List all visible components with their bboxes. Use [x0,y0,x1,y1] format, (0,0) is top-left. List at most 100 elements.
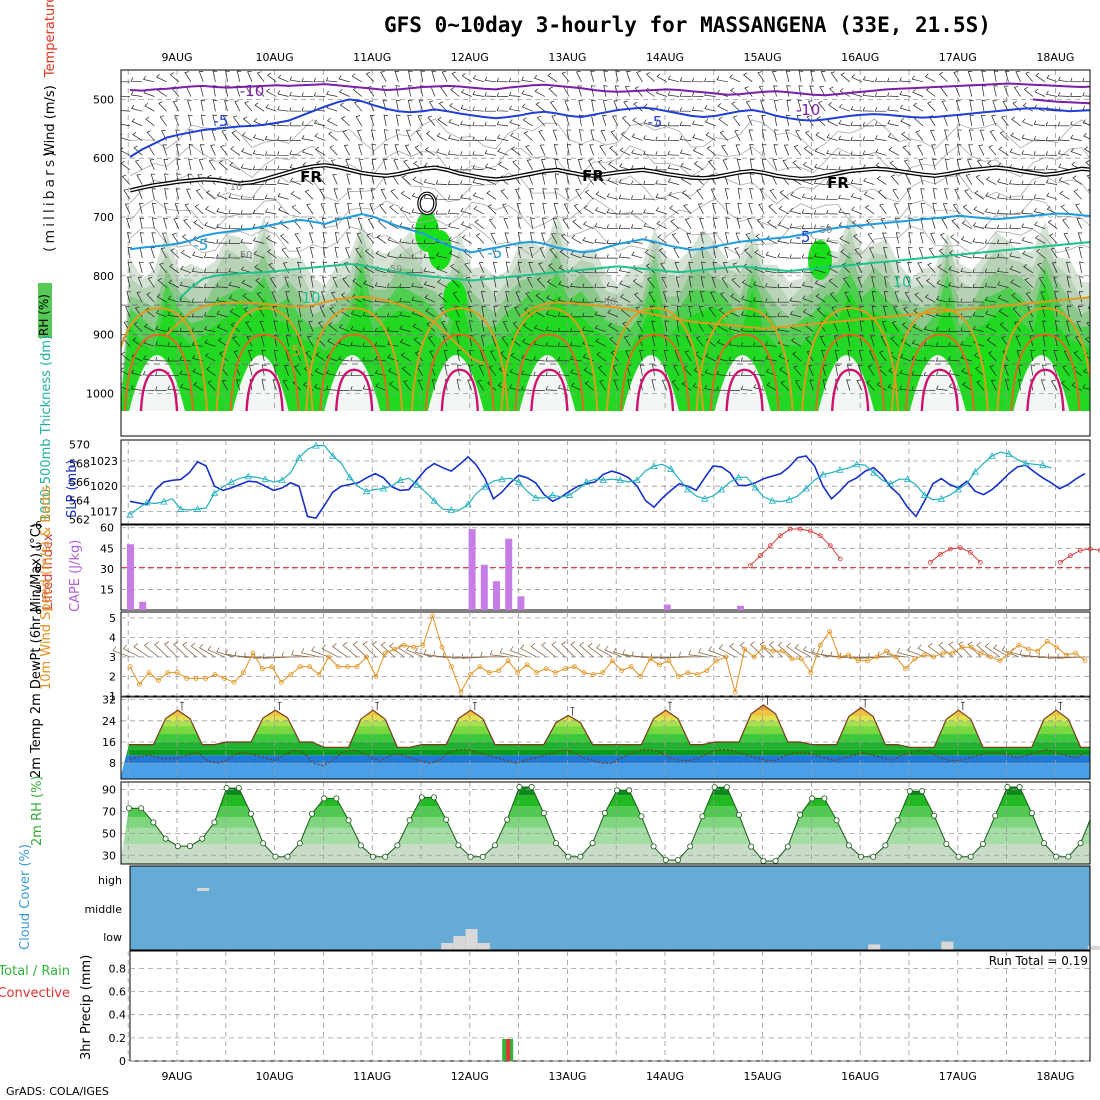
upper-wind-barb [728,356,741,362]
upper-wind-barb [862,76,875,83]
surface-wind-barb [641,652,660,659]
upper-wind-barb [280,233,289,244]
upper-wind-barb [281,247,289,259]
upper-wind-barb [996,209,1009,215]
upper-wind-barb [777,283,789,288]
upper-wind-barb [969,129,974,141]
upper-wind-barb [956,158,962,170]
upper-wind-barb [570,250,582,259]
upper-wind-barb [1001,115,1009,127]
upper-wind-barb [854,247,863,259]
surface-wind-barb [321,644,339,658]
upper-wind-barb [735,144,741,156]
upper-wind-barb [216,254,228,259]
upper-wind-barb [1066,320,1071,332]
upper-wind-barb [761,129,767,141]
upper-wind-barb [716,386,728,391]
upper-wind-barb [725,217,730,229]
upper-wind-barb [998,146,1009,156]
rh-band [121,816,1090,828]
rh-point [772,858,779,864]
upper-wind-barb [679,92,692,97]
upper-wind-barb [437,279,448,288]
upper-wind-barb [252,223,265,230]
upper-wind-barb [1009,195,1021,200]
wind-speed-point [732,689,738,695]
surface-wind-barb [759,641,774,658]
rh-point [296,840,303,847]
upper-wind-barb [333,188,339,200]
lifted-index-point [807,528,813,534]
upper-wind-barb [721,144,729,156]
upper-wind-barb [273,349,279,362]
upper-wind-barb [930,232,936,244]
upper-wind-barb [591,99,596,112]
upper-wind-barb [749,144,754,156]
upper-wind-barb [573,203,582,215]
upper-wind-barb [180,265,192,274]
lifted-index-point [967,549,973,555]
upper-wind-barb [850,136,863,141]
upper-wind-barb [577,85,582,97]
upper-wind-barb [447,195,460,200]
upper-wind-barb [411,254,423,259]
upper-wind-barb [477,247,485,259]
upper-wind-barb [1011,116,1021,127]
upper-wind-barb [143,339,155,347]
surface-wind-barb [688,649,707,658]
rh-point [894,817,901,824]
wind-speed-point [278,679,284,685]
upper-wind-barb [362,356,375,362]
upper-wind-barb [663,364,668,376]
upper-wind-barb [1036,248,1046,259]
surface-wind-barb [678,651,698,658]
upper-wind-barb [350,310,362,318]
rh-point [1004,784,1011,791]
rh-point [1065,853,1072,860]
upper-wind-barb [777,253,789,259]
upper-wind-barb [675,335,681,347]
rh-point [614,787,621,794]
upper-wind-barb [932,158,937,170]
upper-wind-barb [301,121,314,127]
upper-wind-barb [716,76,728,83]
axis-tick-label: 0.2 [109,1032,127,1045]
axis-tick-label: middle [84,903,122,916]
upper-wind-barb [755,233,765,244]
upper-wind-barb [692,383,704,391]
upper-wind-barb [380,71,387,82]
rh-point [455,842,462,849]
upper-wind-barb [602,100,608,112]
surface-wind-barb [342,642,358,658]
upper-wind-barb [667,178,680,185]
upper-wind-barb [981,70,986,82]
lifted-index-point [1077,547,1083,553]
surface-wind-barb [938,641,953,658]
wind-speed-point [477,664,483,670]
upper-wind-barb [552,217,558,229]
upper-wind-barb [658,248,668,259]
thickness-point [464,500,472,508]
upper-wind-barb [1079,261,1084,273]
upper-wind-barb [900,337,911,347]
upper-wind-barb [143,355,155,362]
upper-wind-barb [473,205,484,215]
upper-wind-barb [857,276,863,288]
upper-wind-barb [399,338,411,347]
rh-band [121,844,1090,864]
surface-wind-barb [631,651,651,658]
upper-wind-barb [1096,339,1100,347]
upper-wind-barb [508,91,521,97]
upper-wind-barb [806,115,814,127]
upper-wind-barb [721,276,729,288]
upper-wind-barb [740,357,753,362]
upper-wind-barb [571,235,582,244]
top-date-label: 16AUG [841,51,879,64]
rh-point [321,795,328,802]
upper-wind-barb [354,100,363,112]
upper-wind-barb [526,276,533,288]
upper-wind-barb [309,247,315,259]
upper-wind-barb [984,296,997,303]
